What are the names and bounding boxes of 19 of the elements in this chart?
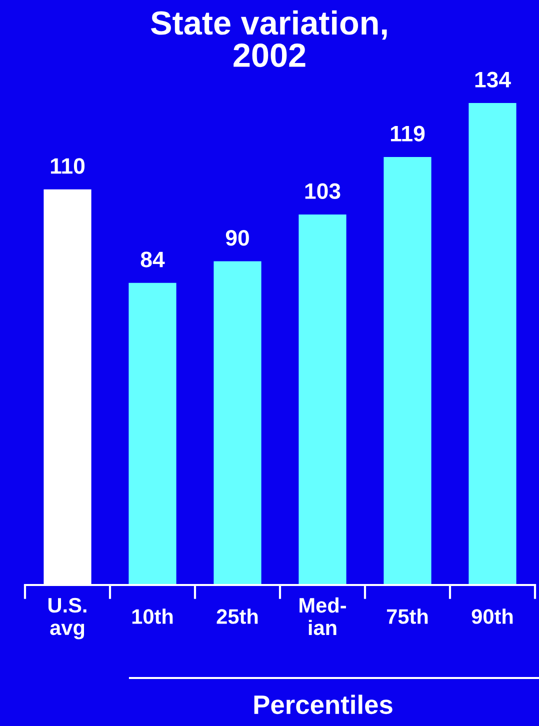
data-label: 119 [390,126,425,142]
x-tick-label: 10th [132,608,173,624]
data-label: 134 [475,72,511,88]
x-tick-label: U.S. avg [48,598,86,640]
bar [128,282,176,585]
x-tick-label: 90th [472,608,513,624]
chart-title: State variation, 2002 [150,10,387,68]
x-tick-label: 25th [216,608,258,624]
x-tick-label: 75th [386,608,428,624]
x-axis-title: Percentiles [254,694,392,714]
bar [214,261,262,585]
data-label: 90 [226,230,249,246]
data-label: 84 [140,252,165,268]
data-label: 103 [305,183,340,200]
bar [384,156,432,585]
x-tick-label: Med- ian [300,597,346,636]
bar [298,214,346,585]
bar [468,103,516,585]
data-label: 110 [50,158,85,174]
